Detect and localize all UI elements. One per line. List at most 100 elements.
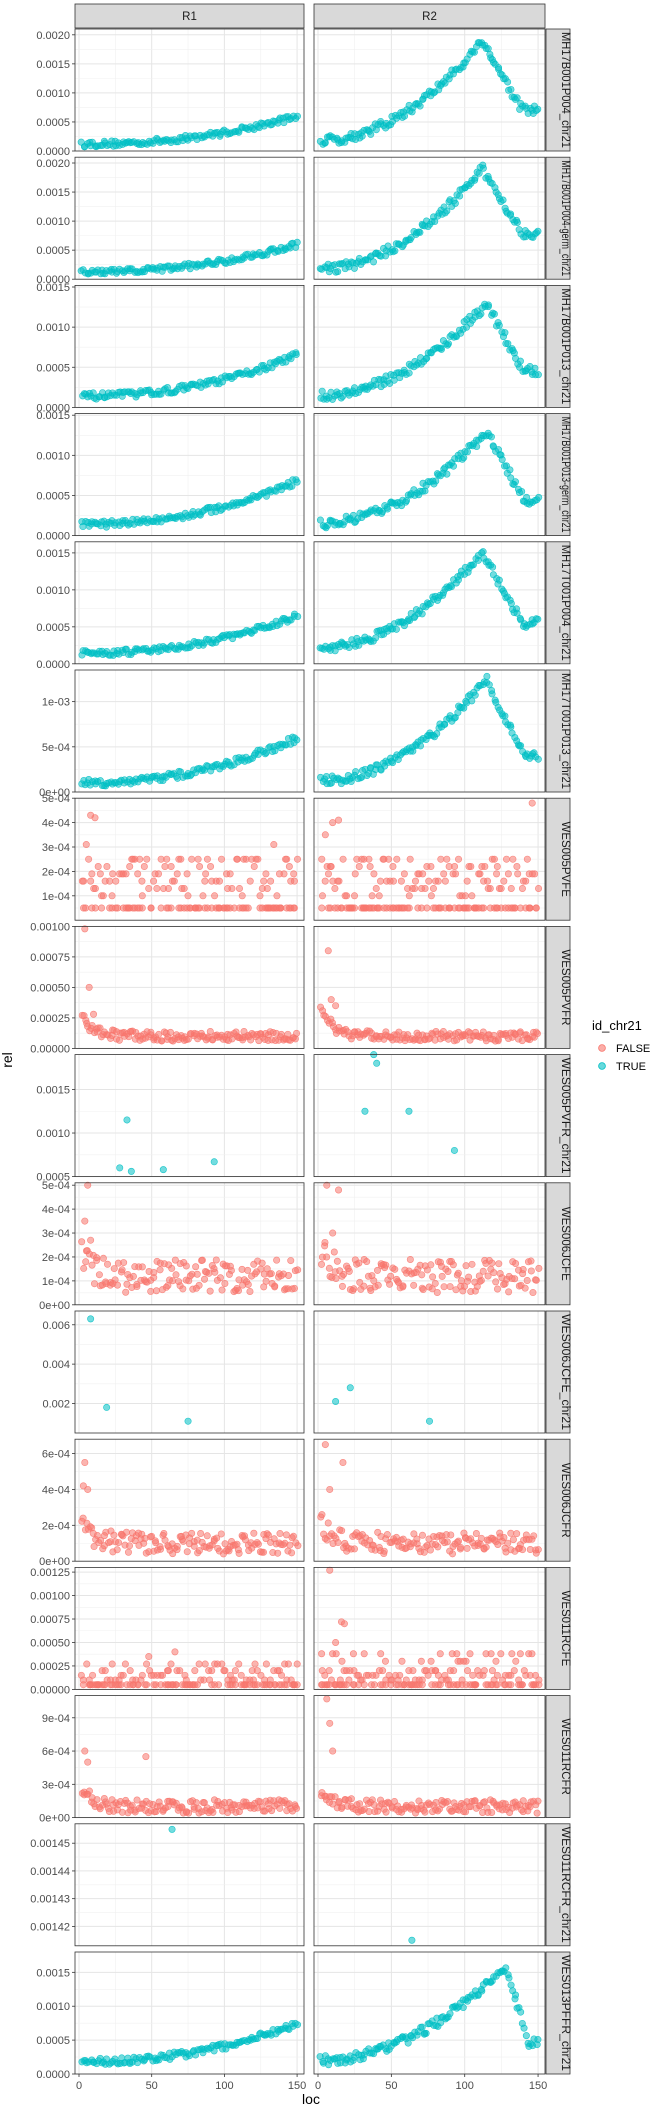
data-point <box>201 1660 209 1668</box>
data-point <box>450 1146 458 1154</box>
data-point <box>335 816 343 824</box>
data-point <box>332 1398 340 1406</box>
data-point <box>431 1279 439 1287</box>
data-point <box>184 892 192 900</box>
data-point <box>358 132 366 140</box>
data-point <box>360 1650 368 1658</box>
data-point <box>441 877 449 885</box>
data-point <box>294 1542 302 1550</box>
data-point <box>138 892 146 900</box>
row-strip <box>545 28 571 152</box>
data-point <box>318 892 326 900</box>
data-point <box>113 1546 121 1554</box>
data-point <box>476 870 484 878</box>
x-axis-title: loc <box>302 2091 320 2107</box>
data-point <box>507 723 515 731</box>
data-point <box>114 904 122 912</box>
data-point <box>379 1667 387 1675</box>
data-point <box>372 634 380 642</box>
data-point <box>293 736 301 744</box>
y-tick-label: 2e-04 <box>42 1520 70 1532</box>
data-point <box>473 443 481 451</box>
data-point <box>95 1271 103 1279</box>
y-tick-label: 0.00125 <box>30 1567 70 1579</box>
data-point <box>180 884 188 892</box>
data-point <box>79 1482 87 1490</box>
data-point <box>112 877 120 885</box>
data-point <box>119 1671 127 1679</box>
data-point <box>501 712 509 720</box>
y-tick-label: 0.0015 <box>36 282 70 294</box>
legend: id_chr21 FALSE TRUE <box>592 1018 650 1073</box>
data-point <box>118 1266 126 1274</box>
y-tick-label: 0.00000 <box>30 1684 70 1696</box>
y-tick-label: 0.0010 <box>36 1128 70 1140</box>
data-point <box>406 855 414 863</box>
data-point <box>334 1539 342 1547</box>
data-point <box>425 1417 433 1425</box>
data-point <box>375 892 383 900</box>
data-point <box>488 1259 496 1267</box>
data-point <box>133 1283 141 1291</box>
x-tick-label: 150 <box>529 2080 547 2092</box>
data-point <box>195 1660 203 1668</box>
data-point <box>138 904 146 912</box>
data-point <box>280 119 288 127</box>
data-point <box>145 1653 153 1661</box>
data-point <box>480 1667 488 1675</box>
y-tick-label: 0.0020 <box>36 30 70 42</box>
row-strip-label: MH17B001P013_chr21 <box>559 288 571 404</box>
data-point <box>340 1620 348 1628</box>
data-point <box>203 855 211 863</box>
row-strip-label: WES013PFFR_chr21 <box>559 1955 571 2071</box>
y-tick-label: 0.002 <box>42 1398 70 1410</box>
data-point <box>121 1660 129 1668</box>
data-point <box>419 870 427 878</box>
data-point <box>447 1531 455 1539</box>
data-point <box>324 947 332 955</box>
data-point <box>147 904 155 912</box>
data-point <box>292 351 300 359</box>
data-point <box>529 1289 537 1297</box>
panel-WES011RCFR-R1 <box>74 1695 305 1819</box>
y-tick-label: 6e-04 <box>42 1746 70 1758</box>
data-point <box>535 1264 543 1272</box>
data-point <box>123 1116 131 1124</box>
data-point <box>143 1681 151 1689</box>
data-point <box>485 681 493 689</box>
data-point <box>339 855 347 863</box>
data-point <box>492 1278 500 1286</box>
data-point <box>534 105 542 113</box>
data-point <box>171 1648 179 1656</box>
panel-MH17B001P013_chr21-R1 <box>74 284 305 408</box>
data-point <box>383 505 391 513</box>
y-tick-label: 0.0010 <box>36 2001 70 2013</box>
data-point <box>488 1809 496 1817</box>
data-point <box>145 884 153 892</box>
data-point <box>327 996 335 1004</box>
data-point <box>321 1441 329 1449</box>
data-point <box>188 1529 196 1537</box>
data-point <box>417 1657 425 1665</box>
data-point <box>502 1964 510 1972</box>
data-point <box>387 1272 395 1280</box>
legend-key-true <box>598 1062 606 1070</box>
data-point <box>372 884 380 892</box>
data-point <box>479 164 487 172</box>
data-point <box>418 1271 426 1279</box>
data-point <box>534 371 542 379</box>
data-point <box>487 433 495 441</box>
data-point <box>418 1676 426 1684</box>
data-point <box>416 228 424 236</box>
data-point <box>404 2039 412 2047</box>
panel-MH17B001P004-germ_chr21-R1 <box>74 156 305 280</box>
panel-background <box>314 1054 545 1177</box>
data-point <box>444 1267 452 1275</box>
data-point <box>211 892 219 900</box>
data-point <box>332 1650 340 1658</box>
row-strip-label: WES005PVFE <box>559 821 571 897</box>
data-point <box>519 1797 527 1805</box>
y-tick-label: 1e-03 <box>42 697 70 709</box>
panel-background <box>314 1311 545 1433</box>
data-point <box>482 1543 490 1551</box>
